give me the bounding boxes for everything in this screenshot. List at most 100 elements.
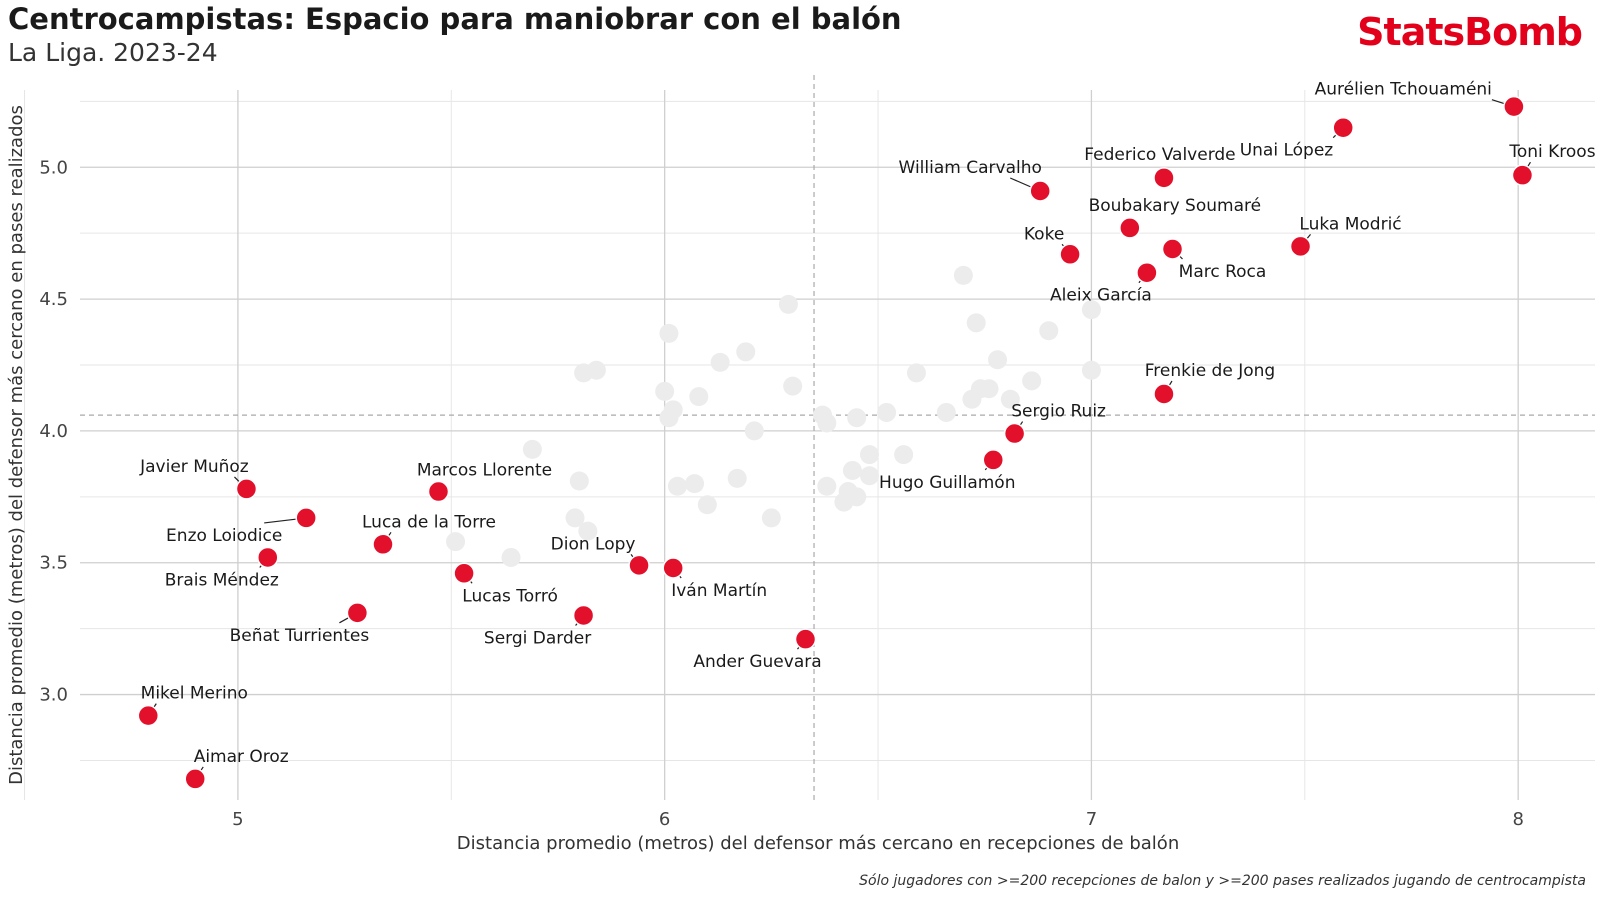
background-point (522, 439, 542, 459)
chart-subtitle: La Liga. 2023-24 (8, 38, 218, 67)
background-point (689, 387, 709, 407)
player-point (1153, 383, 1175, 405)
background-point (962, 389, 982, 409)
x-tick-label: 8 (1512, 809, 1523, 830)
background-point (446, 532, 466, 552)
background-point (783, 376, 803, 396)
background-point (744, 421, 764, 441)
player-label: Lucas Torró (462, 586, 558, 606)
background-point (847, 408, 867, 428)
grid-lines (24, 90, 1595, 800)
player-point (1153, 167, 1175, 189)
player-label: Dion Lopy (551, 534, 636, 554)
player-point (1003, 422, 1026, 445)
background-point (842, 460, 862, 480)
background-point (697, 495, 717, 515)
background-point (860, 466, 880, 486)
background-point (736, 342, 756, 362)
background-point (578, 521, 598, 541)
player-label: Ander Guevara (693, 652, 821, 672)
point-labels: Aurélien Tchouaméni Unai López Toni Kroos F… (139, 80, 1596, 767)
player-point (1119, 217, 1141, 239)
background-point (906, 363, 926, 383)
background-point (1000, 389, 1020, 409)
background-point (667, 476, 687, 496)
player-point (1161, 238, 1184, 260)
player-label: Federico Valverde (1084, 145, 1235, 165)
y-tick-label: 3.5 (39, 553, 68, 574)
player-point (1059, 243, 1081, 266)
player-point (982, 449, 1005, 471)
x-axis-label: Distancia promedio (metros) del defensor… (457, 833, 1179, 854)
player-label: Frenkie de Jong (1145, 361, 1275, 381)
background-point (569, 471, 589, 491)
y-tick-label: 4.0 (39, 421, 68, 442)
footnote-caption: Sólo jugadores con >=200 recepciones de … (859, 873, 1586, 889)
player-point (628, 554, 650, 577)
player-point (794, 628, 817, 650)
player-label: Aurélien Tchouaméni (1315, 80, 1492, 100)
background-point (778, 294, 798, 314)
background-point (655, 381, 675, 401)
brand-logo: StatsBomb (1357, 10, 1583, 54)
player-label: William Carvalho (899, 158, 1042, 178)
player-point (1511, 164, 1534, 186)
background-point (685, 474, 705, 494)
x-tick-label: 6 (659, 809, 670, 830)
background-point (761, 508, 781, 528)
player-point (235, 478, 258, 500)
background-point (936, 402, 956, 422)
player-label: Marc Roca (1179, 262, 1267, 282)
background-point (1022, 371, 1042, 391)
background-point (817, 476, 837, 496)
background-point (574, 363, 594, 383)
player-label: Brais Méndez (165, 570, 279, 590)
player-label: Luca de la Torre (362, 512, 496, 532)
y-tick-label: 4.5 (39, 289, 68, 310)
background-point (966, 313, 986, 333)
background-point (501, 547, 521, 567)
player-point (572, 604, 595, 627)
background-point (877, 402, 897, 422)
player-point (184, 768, 206, 790)
player-label: Koke (1024, 224, 1064, 244)
background-point (894, 445, 914, 465)
background-point (979, 379, 999, 399)
y-axis-label: Distancia promedio (metros) del defensor… (6, 105, 27, 785)
player-point (257, 546, 279, 569)
player-label: Toni Kroos (1508, 142, 1595, 162)
reference-lines (80, 75, 1595, 800)
background-point (817, 413, 837, 433)
player-label: Sergio Ruiz (1011, 402, 1106, 422)
background-point (727, 468, 747, 488)
background-point (860, 445, 880, 465)
player-label: Javier Muñoz (139, 457, 249, 477)
player-point (1332, 116, 1354, 139)
background-point (1081, 300, 1101, 320)
highlighted-points (137, 95, 1534, 790)
player-label: Marcos Llorente (417, 461, 552, 481)
background-point (710, 352, 730, 372)
x-tick-label: 7 (1086, 809, 1097, 830)
player-point (295, 507, 317, 529)
player-label: Sergi Darder (484, 628, 591, 648)
axis-ticks: 5 6 7 8 3.0 3.5 4.0 4.5 5.0 (39, 157, 1524, 830)
player-point (1136, 261, 1158, 284)
player-label: Enzo Loiodice (166, 526, 282, 546)
background-point (1081, 360, 1101, 380)
background-point (988, 350, 1008, 370)
label-leader-lines (147, 99, 1531, 780)
player-point (372, 533, 394, 556)
y-tick-label: 3.0 (39, 685, 68, 706)
x-tick-label: 5 (232, 809, 243, 830)
background-point (953, 265, 973, 285)
player-point (1289, 235, 1312, 258)
chart-title: Centrocampistas: Espacio para maniobrar … (8, 2, 902, 36)
y-tick-label: 5.0 (39, 157, 68, 178)
player-label: Unai López (1240, 141, 1334, 161)
player-label: Aleix García (1050, 286, 1152, 306)
player-point (427, 480, 450, 503)
background-point (659, 323, 679, 343)
player-label: Mikel Merino (141, 684, 248, 704)
